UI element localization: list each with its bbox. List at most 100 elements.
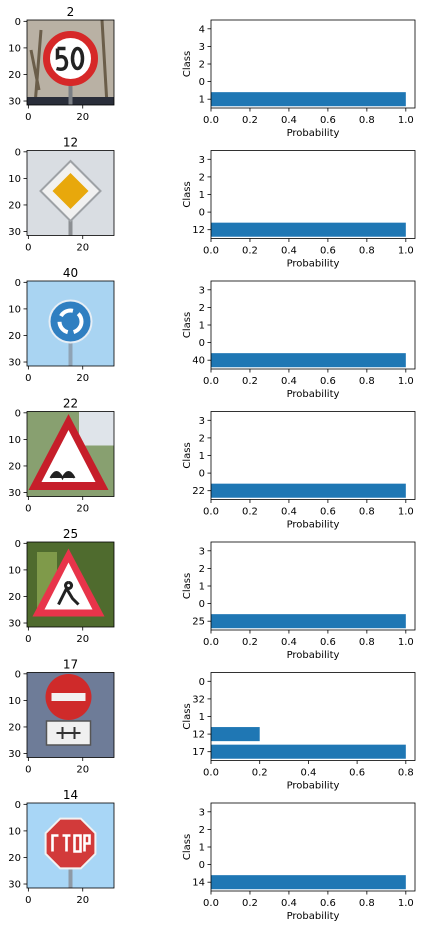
probability-tick-label: 1.0	[398, 115, 414, 126]
x-axis-label: Probability	[287, 259, 340, 270]
probability-bar	[211, 222, 406, 237]
probability-tick-label: 0.2	[252, 768, 268, 779]
image-x-tick-label: 0	[25, 243, 31, 254]
class-tick-label: 12	[192, 730, 205, 741]
image-x-tick-label: 0	[25, 895, 31, 906]
class-tick-label: 1	[199, 190, 205, 201]
image-y-tick-label: 30	[8, 619, 21, 630]
probability-tick-label: 0.4	[300, 768, 316, 779]
probability-tick-label: 0.6	[349, 768, 365, 779]
image-x-tick-label: 0	[25, 373, 31, 384]
image-x-tick-label: 20	[76, 243, 89, 254]
probability-tick-label: 0.0	[203, 115, 219, 126]
chart-frame	[210, 280, 416, 370]
image-y-tick-label: 0	[15, 800, 21, 811]
probability-tick-label: 0.2	[242, 376, 258, 387]
class-tick-label: 1	[199, 712, 205, 723]
class-tick-label: 32	[192, 694, 205, 705]
image-frame	[26, 411, 115, 497]
chart-frame	[210, 411, 416, 500]
image-frame	[26, 150, 115, 236]
image-x-tick-label: 20	[76, 765, 89, 776]
probability-tick-label: 0.6	[320, 898, 336, 909]
priority-road-sign-icon	[27, 150, 114, 236]
probability-bar-chart: 14 0 1 2 3 0.0 0.2 0.4 0.6 0.8 1.0 Probability Class	[182, 802, 416, 922]
image-x-tick-label: 20	[76, 112, 89, 123]
class-tick-label: 4	[199, 24, 205, 35]
class-tick-label: 12	[192, 225, 205, 236]
image-y-tick-label: 20	[8, 722, 21, 733]
image-x-tick-label: 20	[76, 373, 89, 384]
image-y-tick-label: 0	[15, 278, 21, 289]
bumpy-road-sign-icon	[27, 411, 114, 497]
class-tick-label: 22	[192, 486, 205, 497]
image-y-tick-label: 10	[8, 304, 21, 315]
probability-tick-label: 1.0	[398, 637, 414, 648]
image-y-tick-label: 10	[8, 43, 21, 54]
image-y-tick-label: 20	[8, 853, 21, 864]
chart-frame	[210, 802, 416, 892]
probability-tick-label: 0.6	[320, 637, 336, 648]
probability-bar	[211, 92, 406, 107]
image-y-tick-label: 30	[8, 488, 21, 499]
image-x-tick-label: 0	[25, 765, 31, 776]
chart-frame	[210, 541, 416, 631]
probability-tick-label: 0.6	[320, 246, 336, 257]
probability-tick-label: 0.6	[320, 115, 336, 126]
class-tick-label: 3	[199, 155, 205, 166]
image-y-tick-label: 30	[8, 880, 21, 891]
probability-tick-label: 0.0	[203, 246, 219, 257]
class-tick-label: 0	[199, 338, 205, 349]
image-frame	[26, 280, 115, 367]
probability-tick-label: 0.4	[281, 115, 297, 126]
probability-tick-label: 0.2	[242, 898, 258, 909]
class-tick-label: 3	[199, 546, 205, 557]
image-x-tick-label: 0	[25, 634, 31, 645]
prediction-row: 25 0 10 20 30 0 20 25 0 1 2 3 0.0 0.2 0.4 0.6 0.8 1.0 Prob…	[8, 527, 416, 661]
probability-tick-label: 0.2	[242, 507, 258, 518]
road-work-sign-icon	[27, 542, 114, 627]
probability-tick-label: 0.0	[203, 376, 219, 387]
probability-tick-label: 0.0	[203, 507, 219, 518]
x-axis-label: Probability	[287, 520, 340, 531]
image-x-tick-label: 0	[25, 112, 31, 123]
probability-tick-label: 0.8	[359, 507, 375, 518]
class-tick-label: 0	[199, 677, 205, 688]
class-tick-label: 2	[199, 172, 205, 183]
image-y-tick-label: 0	[15, 147, 21, 158]
y-axis-label: Class	[182, 573, 193, 599]
y-axis-label: Class	[182, 703, 193, 729]
probability-tick-label: 0.4	[281, 898, 297, 909]
class-tick-label: 2	[199, 825, 205, 836]
image-title: 22	[63, 397, 78, 411]
class-tick-label: 2	[199, 433, 205, 444]
chart-frame	[210, 150, 416, 239]
class-tick-label: 3	[199, 42, 205, 53]
image-x-tick-label: 20	[76, 895, 89, 906]
prediction-row: 22 0 10 20 30 0 20 22 0 1 2 3 0.0 0.2 0.4 0.6 0.8 1.0 Prob…	[8, 397, 416, 531]
y-axis-label: Class	[182, 181, 193, 207]
class-tick-label: 1	[199, 95, 205, 106]
image-y-tick-label: 10	[8, 565, 21, 576]
class-tick-label: 40	[192, 356, 205, 367]
image-y-tick-label: 10	[8, 435, 21, 446]
probability-tick-label: 0.6	[320, 376, 336, 387]
probability-tick-label: 0.0	[203, 637, 219, 648]
probability-bar-chart: 40 0 1 2 3 0.0 0.2 0.4 0.6 0.8 1.0 Probability Class	[182, 280, 416, 400]
probability-tick-label: 0.8	[359, 376, 375, 387]
probability-bar	[211, 483, 406, 498]
x-axis-label: Probability	[287, 128, 340, 139]
probability-bar-chart: 22 0 1 2 3 0.0 0.2 0.4 0.6 0.8 1.0 Probability Class	[182, 411, 416, 531]
image-y-tick-label: 30	[8, 749, 21, 760]
class-tick-label: 2	[199, 303, 205, 314]
prediction-row: 14 0 10 20 30 0 20 14 0 1 2 3 0.0 0.2 0.4 0.6 0.8 1.0 Prob…	[8, 788, 416, 922]
class-tick-label: 0	[199, 469, 205, 480]
probability-tick-label: 0.6	[320, 507, 336, 518]
image-y-tick-label: 10	[8, 826, 21, 837]
image-y-tick-label: 30	[8, 227, 21, 238]
image-y-tick-label: 20	[8, 200, 21, 211]
class-tick-label: 0	[199, 860, 205, 871]
class-tick-label: 3	[199, 416, 205, 427]
